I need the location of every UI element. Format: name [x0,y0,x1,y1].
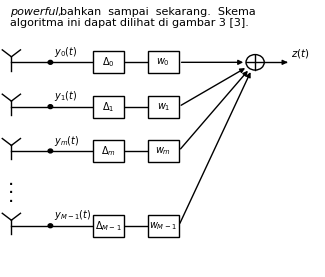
Bar [148,140,179,162]
Text: $w_m$: $w_m$ [155,145,171,157]
Text: $w_0$: $w_0$ [156,57,170,68]
Bar [148,96,179,118]
Text: $y_m(t)$: $y_m(t)$ [54,134,80,148]
Text: $\Delta_{M-1}$: $\Delta_{M-1}$ [95,219,122,233]
Text: $w_1$: $w_1$ [157,101,170,112]
Text: $\Delta_1$: $\Delta_1$ [102,100,114,114]
Text: $z(t)$: $z(t)$ [291,47,310,60]
Text: $y_{M-1}(t)$: $y_{M-1}(t)$ [54,208,92,222]
Bar [93,140,124,162]
Text: powerful,: powerful, [10,7,62,17]
Bar [148,51,179,73]
Text: ·: · [8,176,15,195]
Text: $\Delta_m$: $\Delta_m$ [101,144,115,158]
Text: $\Delta_0$: $\Delta_0$ [102,55,114,69]
Circle shape [48,149,53,153]
Text: $y_0(t)$: $y_0(t)$ [54,45,77,59]
Bar [93,51,124,73]
Text: algoritma ini dapat dilihat di gambar 3 [3].: algoritma ini dapat dilihat di gambar 3 … [10,18,249,28]
Text: bahkan  sampai  sekarang.  Skema: bahkan sampai sekarang. Skema [60,7,256,17]
Bar [93,215,124,237]
Circle shape [48,60,53,64]
Text: $w_{M-1}$: $w_{M-1}$ [150,220,177,232]
Text: ·: · [8,184,15,203]
Circle shape [246,55,264,70]
Circle shape [48,224,53,228]
Circle shape [48,105,53,109]
Text: ·: · [8,193,15,212]
Text: $y_1(t)$: $y_1(t)$ [54,89,77,103]
Bar [93,96,124,118]
Bar [148,215,179,237]
